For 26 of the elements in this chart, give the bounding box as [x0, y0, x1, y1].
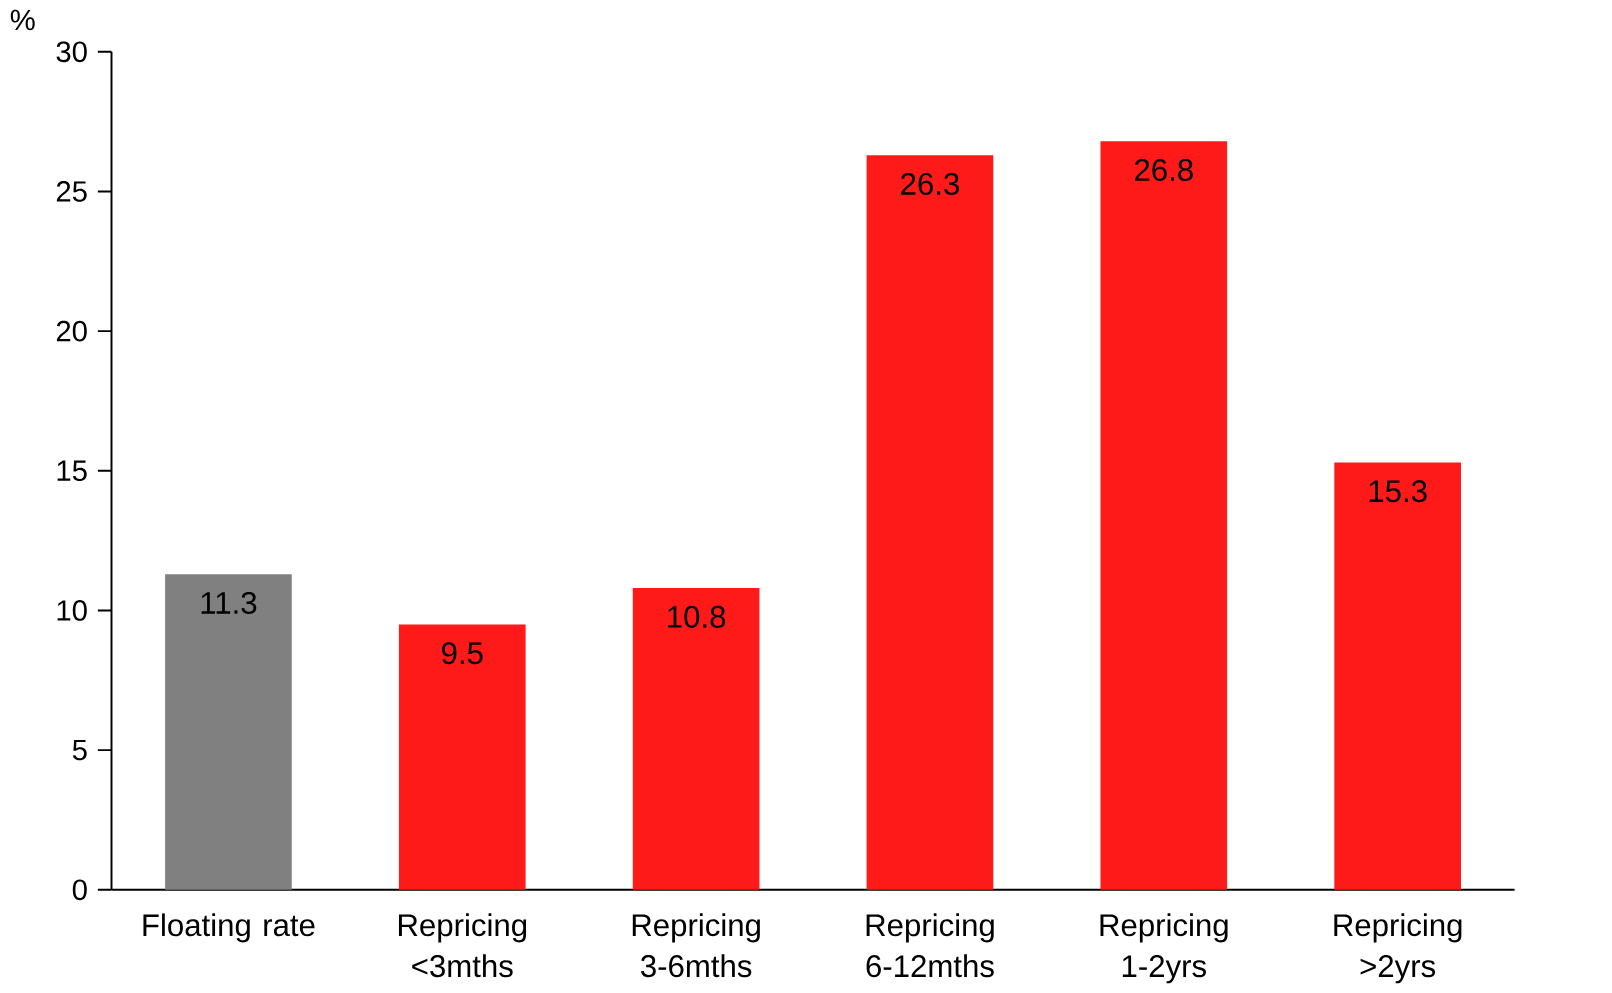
x-tick-label: Repricing 6-12mths	[866, 913, 994, 978]
data-label: 26.8	[1135, 158, 1193, 181]
x-tick-label: Repricing >2yrs	[1334, 913, 1462, 984]
y-tick-label: 5	[72, 739, 87, 761]
y-tick-label: 20	[56, 320, 87, 342]
y-tick-label: 0	[72, 879, 87, 901]
x-tick-label: Repricing 1-2yrs	[1100, 913, 1228, 984]
bar	[866, 155, 994, 890]
y-tick-label: 10	[57, 600, 87, 621]
x-tick-label: Repricing 3-6mths	[632, 913, 760, 978]
x-tick-label: Floating rate	[143, 913, 315, 943]
y-axis-title: %	[10, 9, 35, 31]
bar	[398, 624, 526, 890]
data-label: 15.3	[1369, 480, 1427, 503]
data-label: 26.3	[901, 172, 959, 195]
x-tick-label: Repricing <3mths	[398, 913, 527, 978]
y-tick-label: 15	[57, 460, 87, 481]
data-label: 10.8	[668, 605, 726, 628]
bar	[1100, 141, 1228, 890]
bar	[165, 574, 292, 890]
y-tick-label: 30	[56, 41, 87, 63]
bar	[1334, 462, 1461, 890]
y-tick-label: 25	[56, 181, 87, 202]
data-label: 11.3	[201, 591, 257, 614]
bar	[632, 588, 760, 890]
data-label: 9.5	[442, 642, 483, 665]
